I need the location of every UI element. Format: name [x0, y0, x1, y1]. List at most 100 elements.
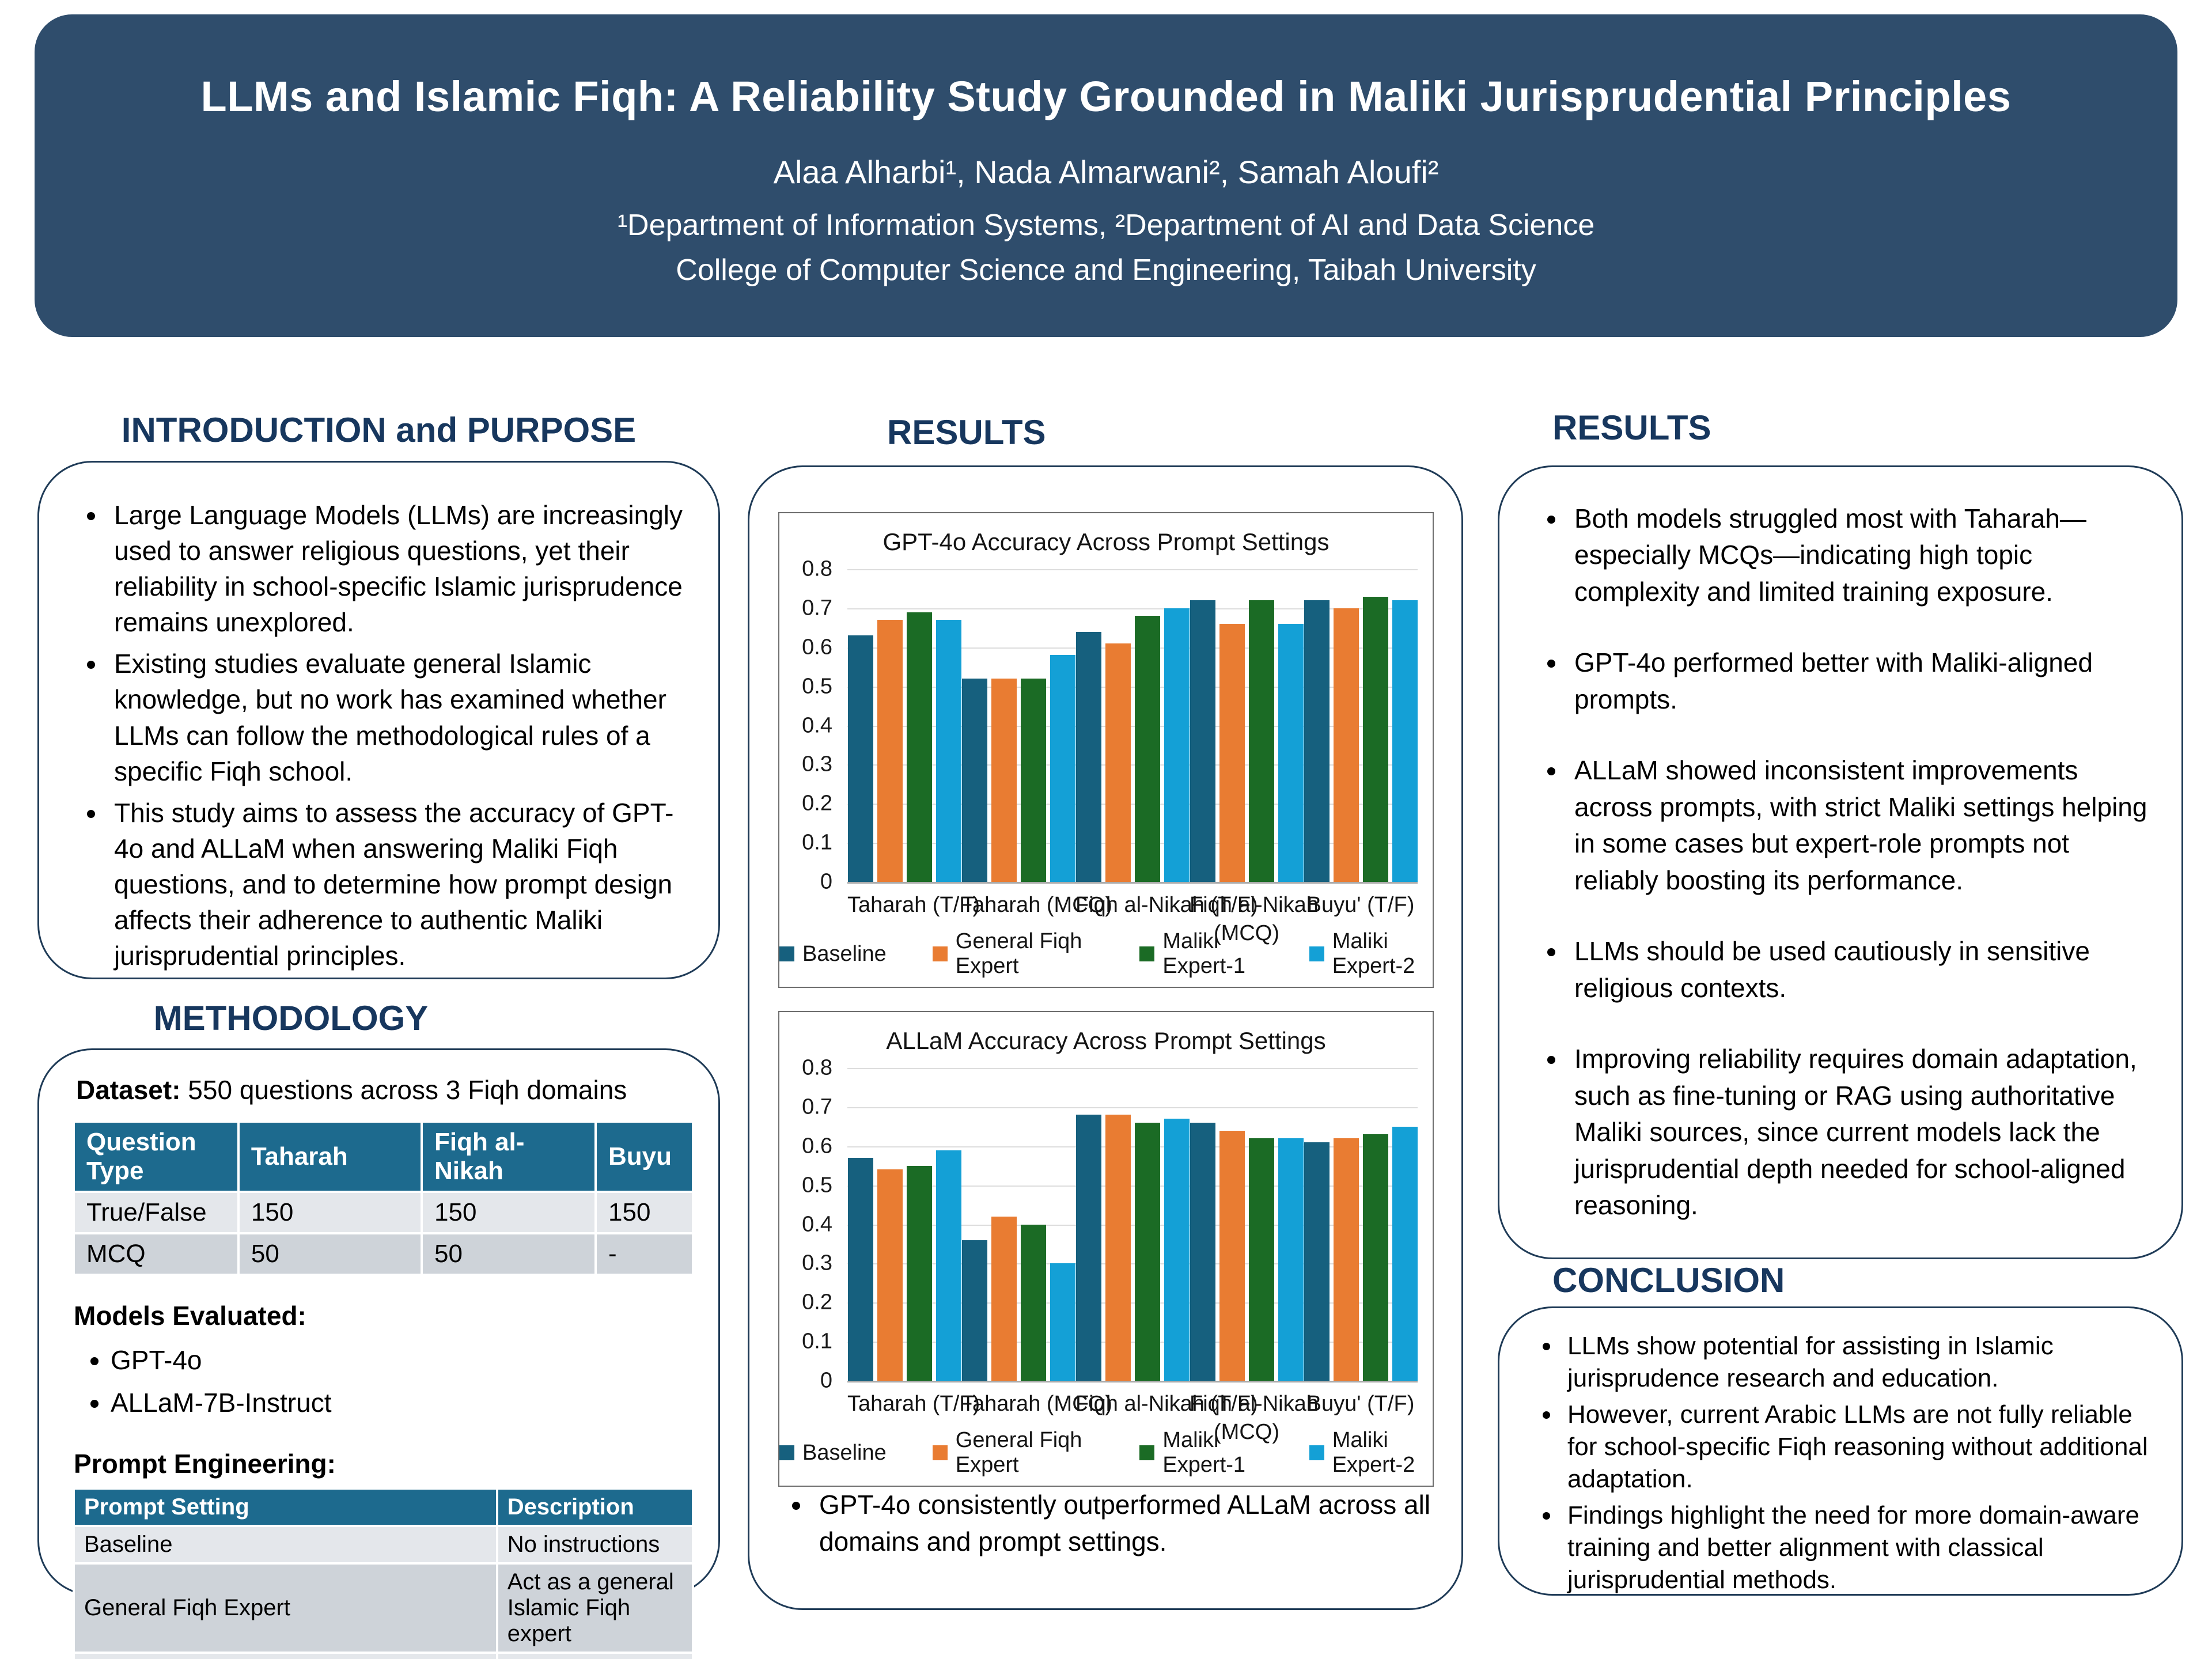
bar-general-fiqh-expert: [991, 1216, 1017, 1381]
dataset-table-header-row: Question Type Taharah Fiqh al-Nikah Buyu: [73, 1120, 694, 1193]
table-cell: 150: [237, 1191, 423, 1234]
gpt4o-accuracy-chart: GPT-4o Accuracy Across Prompt Settings 0…: [778, 512, 1434, 988]
bar-general-fiqh-expert: [991, 679, 1017, 882]
legend-swatch-icon: [779, 946, 794, 961]
bar-maliki-expert-2: [1050, 655, 1075, 882]
dataset-label: Dataset:: [76, 1075, 181, 1105]
legend-swatch-icon: [1139, 1445, 1155, 1460]
legend-swatch-icon: [932, 1445, 948, 1460]
methodology-heading: METHODOLOGY: [153, 999, 429, 1037]
intro-bullet-list: Large Language Models (LLMs) are increas…: [73, 497, 691, 974]
legend-swatch-icon: [779, 1445, 794, 1460]
chart-plot-area: 0 0.1 0.2 0.3 0.4 0.5 0.6 0.7 0.8: [802, 557, 1418, 894]
results-bullet-list: Both models struggled most with Taharah—…: [1533, 501, 2152, 1224]
dataset-table-header-cell: Question Type: [73, 1120, 240, 1193]
table-cell: 50: [421, 1232, 597, 1276]
bar-maliki-expert-2: [1278, 624, 1304, 882]
y-axis-tick-label: 0.5: [802, 674, 832, 699]
table-cell: True/False: [73, 1191, 240, 1234]
bar-group: [1304, 1068, 1418, 1381]
prompt-engineering-label: Prompt Engineering:: [74, 1449, 336, 1479]
bar-maliki-expert-2: [1392, 1126, 1418, 1381]
gridline: [847, 686, 1418, 688]
conclusion-bullet: LLMs show potential for assisting in Isl…: [1562, 1330, 2155, 1395]
dataset-table-header-cell: Fiqh al-Nikah: [421, 1120, 597, 1193]
x-axis-category-label: Buyu' (T/F): [1306, 1392, 1415, 1416]
table-cell: 150: [594, 1191, 694, 1234]
intro-bullet: Existing studies evaluate general Islami…: [107, 646, 691, 789]
conclusion-box: LLMs show potential for assisting in Isl…: [1498, 1306, 2183, 1596]
bar-baseline: [1190, 600, 1215, 882]
bar-maliki-expert-1: [1362, 596, 1388, 882]
bar-baseline: [1304, 600, 1330, 882]
y-axis-tick-label: 0.7: [802, 1094, 832, 1119]
y-axis-tick-label: 0.3: [802, 1251, 832, 1275]
bar-maliki-expert-2: [1050, 1263, 1075, 1381]
results-bullet: GPT-4o performed better with Maliki-alig…: [1567, 645, 2152, 718]
x-axis-category-label: Buyu' (T/F): [1306, 893, 1415, 917]
bar-maliki-expert-2: [1392, 600, 1418, 882]
bar-general-fiqh-expert: [877, 1169, 903, 1381]
bar-baseline: [847, 1158, 873, 1381]
prompt-table-header-cell: Prompt Setting: [73, 1487, 498, 1528]
gridline: [847, 1342, 1418, 1343]
poster-authors: Alaa Alharbi¹, Nada Almarwani², Samah Al…: [773, 154, 1439, 190]
y-axis-tick-label: 0.4: [802, 1212, 832, 1236]
chart-plot-area: 0 0.1 0.2 0.3 0.4 0.5 0.6 0.7 0.8: [802, 1056, 1418, 1393]
bar-group: [961, 569, 1075, 882]
y-axis-tick-label: 0: [820, 1368, 832, 1393]
table-row: MCQ 50 50 -: [73, 1232, 694, 1276]
bar-general-fiqh-expert: [1105, 643, 1131, 882]
bar-group: [1075, 569, 1190, 882]
bar-baseline: [961, 1240, 987, 1381]
conclusion-heading: CONCLUSION: [1552, 1261, 1785, 1300]
chart-x-axis-labels: Taharah (T/F) Taharah (MCQ) Fiqh al-Nikah …: [847, 891, 1418, 955]
results-bullet: Improving reliability requires domain ad…: [1567, 1041, 2152, 1224]
bar-maliki-expert-2: [935, 1150, 961, 1381]
legend-label: Maliki Expert-1: [1162, 929, 1245, 978]
dataset-table-header-cell: Taharah: [237, 1120, 423, 1193]
x-axis-category-label: Fiqh al-Nikah (T/F): [1075, 1392, 1258, 1416]
bar-general-fiqh-expert: [1333, 1138, 1359, 1381]
y-axis-tick-label: 0.5: [802, 1173, 832, 1198]
bar-general-fiqh-expert: [1219, 1130, 1245, 1381]
legend-item: Baseline: [779, 1428, 887, 1478]
table-row: Maliki Expert-1 Follow Maliki principles…: [73, 1652, 695, 1659]
conclusion-bullet: Findings highlight the need for more dom…: [1562, 1499, 2155, 1597]
results-middle-bullet: GPT-4o consistently outperformed ALLaM a…: [812, 1486, 1441, 1560]
y-axis-tick-label: 0.8: [802, 556, 832, 581]
bar-maliki-expert-1: [1362, 1134, 1388, 1381]
intro-bullet: Large Language Models (LLMs) are increas…: [107, 497, 691, 640]
legend-swatch-icon: [1309, 1445, 1324, 1460]
chart-title: GPT-4o Accuracy Across Prompt Settings: [882, 528, 1330, 555]
models-list: GPT-4oALLaM-7B-Instruct: [73, 1339, 694, 1424]
poster-header: LLMs and Islamic Fiqh: A Reliability Stu…: [35, 14, 2177, 337]
legend-swatch-icon: [1139, 946, 1155, 961]
bar-baseline: [1075, 1115, 1101, 1381]
gridline: [847, 843, 1418, 844]
bar-maliki-expert-1: [1248, 1138, 1274, 1381]
conclusion-bullet-list: LLMs show potential for assisting in Isl…: [1529, 1330, 2155, 1597]
results-bullet: LLMs should be used cautiously in sensit…: [1567, 933, 2152, 1006]
model-item: GPT-4o: [111, 1339, 694, 1382]
legend-item: Maliki Expert-1: [1139, 1428, 1263, 1478]
table-cell: -: [594, 1232, 694, 1276]
table-cell: 50: [237, 1232, 423, 1276]
table-row: Baseline No instructions: [73, 1525, 695, 1565]
legend-item: Maliki Expert-2: [1309, 1428, 1433, 1478]
gridline: [847, 1107, 1418, 1108]
legend-item: General Fiqh Expert: [932, 1428, 1094, 1478]
chart-title: ALLaM Accuracy Across Prompt Settings: [886, 1027, 1326, 1054]
poster-affiliation-2: College of Computer Science and Engineer…: [676, 253, 1536, 287]
intro-box: Large Language Models (LLMs) are increas…: [37, 461, 720, 979]
legend-label: General Fiqh Expert: [955, 1428, 1082, 1477]
prompt-table-header-row: Prompt Setting Description: [73, 1487, 695, 1528]
intro-bullet: This study aims to assess the accuracy o…: [107, 795, 691, 974]
bar-maliki-expert-1: [906, 1165, 932, 1381]
bar-group: [961, 1068, 1075, 1381]
gridline: [847, 647, 1418, 649]
legend-swatch-icon: [932, 946, 948, 961]
legend-label: Maliki Expert-2: [1332, 929, 1415, 978]
gridline: [847, 569, 1418, 570]
bar-maliki-expert-2: [1164, 608, 1190, 882]
